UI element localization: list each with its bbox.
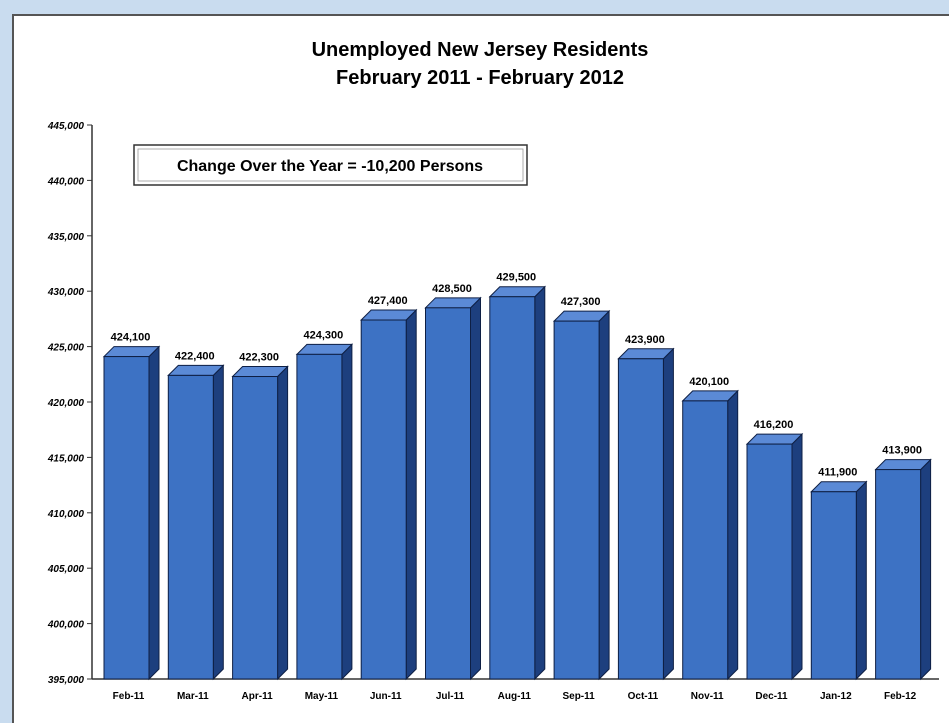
bar-front-face: [682, 400, 729, 680]
bar-side-face: [277, 365, 289, 681]
data-label: 428,500: [432, 283, 472, 295]
data-label: 427,400: [368, 295, 408, 307]
y-tick-label: 420,000: [47, 398, 85, 409]
data-label: 424,300: [304, 329, 344, 341]
data-label: 411,900: [818, 467, 857, 479]
bar-side-face: [791, 432, 803, 681]
x-tick-label: Jul-11: [436, 691, 465, 702]
x-tick-label: Dec-11: [755, 691, 788, 702]
bar-top-face: [745, 433, 804, 445]
x-tick-label: Feb-12: [884, 691, 917, 702]
y-tick-label: 435,000: [47, 232, 85, 243]
bar: [681, 389, 739, 681]
x-tick-label: Apr-11: [242, 691, 274, 702]
bar-top-face: [102, 346, 161, 358]
bar: [231, 365, 289, 681]
bar-front-face: [617, 358, 664, 680]
bar-front-face: [810, 491, 857, 680]
bar: [488, 285, 547, 681]
y-tick-label: 410,000: [47, 509, 85, 520]
y-tick-label: 395,000: [48, 675, 85, 686]
x-tick-label: Jan-12: [820, 691, 852, 702]
bar-side-face: [148, 345, 160, 681]
x-tick-label: Jun-11: [370, 691, 402, 702]
bar: [102, 345, 161, 681]
y-tick-label: 415,000: [47, 453, 85, 464]
annotation-text: Change Over the Year = -10,200 Persons: [177, 158, 483, 175]
data-label: 422,300: [239, 352, 279, 364]
bar-side-face: [598, 309, 610, 681]
bar-top-face: [424, 297, 482, 309]
y-tick-label: 425,000: [47, 343, 85, 354]
bar-chart: Unemployed New Jersey Residents February…: [47, 39, 939, 702]
data-label: 429,500: [496, 272, 536, 284]
data-label: 423,900: [625, 334, 665, 346]
bar-front-face: [746, 443, 793, 680]
bar-side-face: [727, 389, 739, 681]
bar-side-face: [341, 343, 353, 681]
bar-top-face: [488, 286, 547, 298]
bar-front-face: [103, 356, 150, 680]
bar-top-face: [810, 481, 868, 493]
annotation-box: Change Over the Year = -10,200 Persons: [133, 144, 528, 186]
bar-front-face: [167, 374, 214, 680]
bar-front-face: [425, 307, 471, 680]
bar-top-face: [359, 309, 418, 321]
data-label: 422,400: [175, 350, 215, 362]
bar: [874, 458, 932, 681]
axes: 395,000 400,000 405,000 410,000 415,000 420,0…: [47, 121, 939, 702]
chart-title: Unemployed New Jersey Residents: [312, 39, 649, 61]
data-label: 416,200: [754, 419, 794, 431]
x-tick-label: Sep-11: [562, 691, 595, 702]
chart-subtitle: February 2011 - February 2012: [336, 67, 624, 89]
bar: [359, 308, 418, 681]
bar-side-face: [855, 480, 867, 681]
bar-side-face: [212, 364, 224, 681]
bar: [424, 296, 482, 681]
bar: [295, 343, 354, 681]
bar-top-face: [231, 366, 289, 378]
bar-top-face: [167, 364, 225, 376]
x-tick-label: Feb-11: [113, 691, 145, 702]
bar-top-face: [874, 459, 932, 471]
bar: [167, 364, 225, 681]
bar-side-face: [470, 296, 481, 681]
bar-top-face: [295, 343, 354, 355]
data-label: 427,300: [561, 296, 601, 308]
bar-side-face: [662, 347, 674, 681]
bar-front-face: [360, 319, 407, 680]
bar: [617, 347, 675, 681]
y-tick-label: 405,000: [47, 564, 85, 575]
y-tick-label: 400,000: [47, 620, 85, 631]
bar-side-face: [405, 308, 417, 681]
bar-front-face: [232, 376, 279, 680]
y-tick-label: 440,000: [47, 176, 85, 187]
bar-top-face: [552, 310, 611, 322]
bar: [745, 432, 804, 681]
data-label: 424,100: [111, 332, 151, 344]
bar-front-face: [489, 296, 536, 680]
data-label: 413,900: [882, 445, 922, 457]
x-tick-label: Mar-11: [177, 691, 209, 702]
x-tick-label: Nov-11: [691, 691, 724, 702]
x-tick-label: Oct-11: [628, 691, 659, 702]
bar: [552, 309, 611, 681]
x-tick-label: May-11: [305, 691, 339, 702]
bar-top-face: [617, 348, 675, 360]
y-tick-label: 430,000: [47, 287, 85, 298]
y-tick-label: 445,000: [47, 121, 85, 132]
bar-side-face: [920, 458, 932, 681]
bar-side-face: [534, 285, 546, 681]
bar-front-face: [875, 469, 922, 680]
data-label: 420,100: [689, 376, 729, 388]
data-labels: 424,100 422,400 422,300 424,300 427,400 428,5…: [111, 272, 922, 479]
chart-panel: Unemployed New Jersey Residents February…: [12, 14, 949, 723]
bars: [102, 285, 932, 681]
bar-top-face: [681, 390, 739, 402]
x-tick-label: Aug-11: [498, 691, 532, 702]
bar: [810, 480, 868, 681]
bar-front-face: [296, 353, 343, 680]
bar-front-face: [553, 320, 600, 680]
